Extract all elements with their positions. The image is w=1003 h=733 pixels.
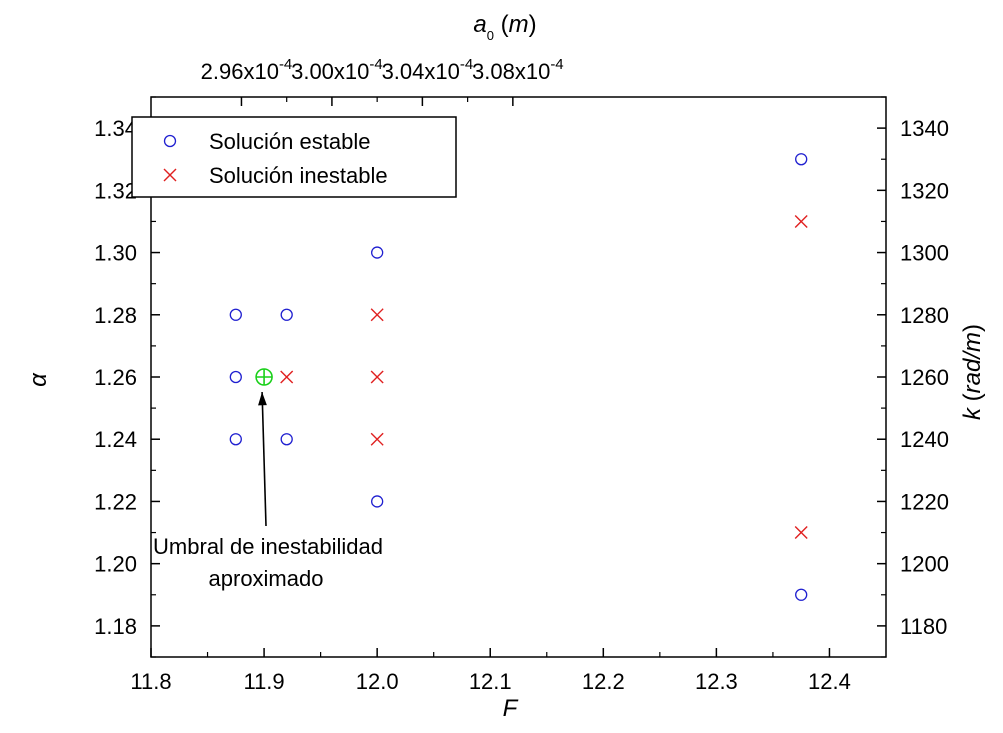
top-tick-label: 3.04x10-4 [382,56,474,84]
legend: Solución estable Solución inestable [131,116,457,198]
k-tick-label: 1220 [900,489,949,514]
annotation: Umbral de inestabilidad aproximado [153,391,383,591]
unstable-point [280,370,294,384]
legend-stable-marker [163,134,177,148]
x-axis-title: F [503,695,519,722]
stable-point [229,433,242,446]
y-tick-label: 1.22 [94,489,137,514]
top-tick-label: 3.00x10-4 [291,56,383,84]
right-axis-title: k (rad/m) [959,324,986,420]
k-tick-label: 1260 [900,365,949,390]
k-tick-label: 1300 [900,241,949,266]
stable-point [371,246,384,259]
unstable-point [794,214,808,228]
annotation-text: Umbral de inestabilidad [153,534,383,559]
y-tick-label: 1.30 [94,241,137,266]
legend-unstable-marker [163,168,177,182]
k-tick-label: 1200 [900,552,949,577]
k-tick-label: 1320 [900,178,949,203]
unstable-point [370,432,384,446]
x-tick-label: 12.3 [695,669,738,694]
stable-point [280,433,293,446]
k-tick-label: 1240 [900,427,949,452]
x-tick-label: 12.2 [582,669,625,694]
top-tick-label: 3.08x10-4 [472,56,564,84]
stable-point [229,308,242,321]
stable-point [795,153,808,166]
y-tick-label: 1.20 [94,552,137,577]
legend-label: Solución inestable [209,163,388,188]
y-tick-label: 1.24 [94,427,137,452]
stable-point [229,370,242,384]
legend-label: Solución estable [209,129,370,154]
stable-point [795,588,808,601]
y-tick-label: 1.32 [94,178,137,203]
y-tick-label: 1.34 [94,116,137,141]
stable-point [371,495,384,508]
annotation-arrow-head [258,392,267,406]
data-markers [229,153,808,601]
unstable-point [370,370,384,384]
annotation-arrow-line [261,391,267,527]
threshold-point [255,368,273,386]
x-tick-label: 12.1 [469,669,512,694]
k-tick-label: 1280 [900,303,949,328]
x-tick-label: 11.9 [243,669,284,694]
annotation-text: aproximado [209,566,324,591]
y-tick-label: 1.18 [94,614,137,639]
legend-box [131,116,457,198]
stable-point [280,308,293,321]
k-tick-label: 1180 [900,614,947,639]
axes: 11.8 11.9 12.0 12.1 12.2 12.3 12.4 1.18 1.20 1.22… [25,11,986,722]
y-tick-label: 1.28 [94,303,137,328]
x-tick-label: 11.8 [130,669,171,694]
k-tick-label: 1340 [900,116,949,141]
top-axis-title: a0 (m) [473,11,536,43]
unstable-point [370,308,384,322]
x-tick-label: 12.0 [356,669,399,694]
y-axis-title: α [25,372,52,387]
y-tick-label: 1.26 [94,365,137,390]
top-tick-label: 2.96x10-4 [201,56,293,84]
unstable-point [794,526,808,540]
x-tick-label: 12.4 [808,669,851,694]
